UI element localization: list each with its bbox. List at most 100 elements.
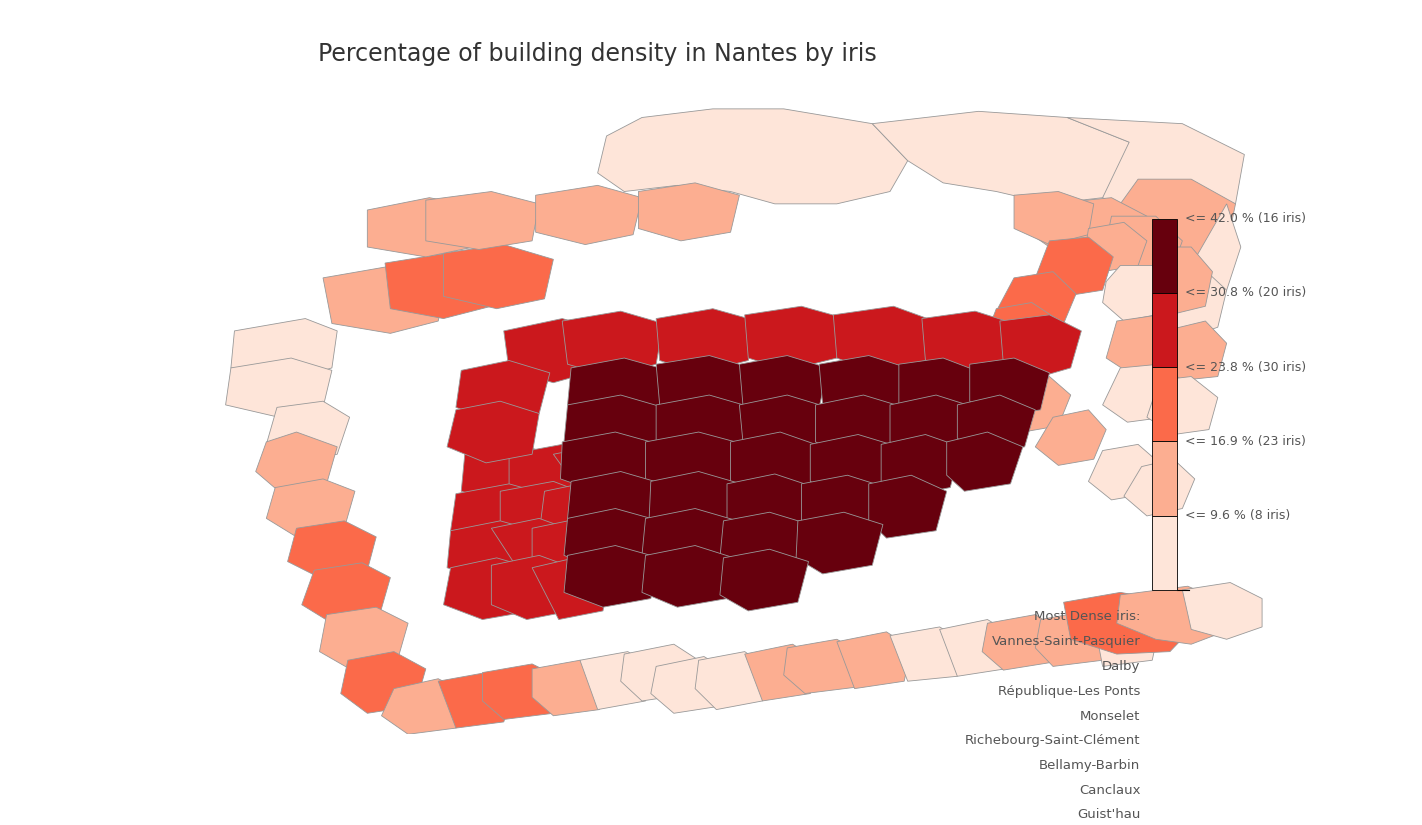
- Polygon shape: [1116, 587, 1230, 644]
- Text: Percentage of building density in Nantes by iris: Percentage of building density in Nantes…: [319, 41, 876, 66]
- Text: Vannes-Saint-Pasquier: Vannes-Saint-Pasquier: [991, 635, 1140, 648]
- Polygon shape: [226, 358, 331, 417]
- Polygon shape: [1106, 315, 1182, 376]
- Polygon shape: [816, 395, 904, 457]
- Polygon shape: [1035, 410, 1106, 465]
- Text: <= 23.8 % (30 iris): <= 23.8 % (30 iris): [1185, 361, 1305, 374]
- Polygon shape: [1035, 237, 1113, 296]
- Polygon shape: [997, 271, 1076, 331]
- Polygon shape: [562, 311, 663, 376]
- Polygon shape: [230, 318, 337, 380]
- Polygon shape: [1159, 321, 1227, 380]
- Polygon shape: [899, 358, 983, 420]
- Polygon shape: [1102, 216, 1182, 271]
- Polygon shape: [501, 481, 593, 545]
- Polygon shape: [444, 558, 539, 620]
- Polygon shape: [287, 521, 377, 578]
- Polygon shape: [1102, 364, 1177, 422]
- Polygon shape: [646, 432, 745, 493]
- Polygon shape: [1085, 223, 1148, 271]
- Polygon shape: [796, 512, 883, 574]
- Polygon shape: [482, 664, 562, 719]
- Text: <= 42.0 % (16 iris): <= 42.0 % (16 iris): [1185, 212, 1305, 225]
- Polygon shape: [1102, 266, 1170, 321]
- Polygon shape: [597, 109, 907, 204]
- Polygon shape: [872, 111, 1138, 204]
- Polygon shape: [1094, 610, 1159, 667]
- Polygon shape: [648, 472, 741, 533]
- Polygon shape: [784, 639, 863, 694]
- Polygon shape: [1182, 582, 1263, 639]
- Polygon shape: [438, 672, 515, 728]
- Polygon shape: [580, 652, 656, 710]
- Text: Guist'hau: Guist'hau: [1076, 808, 1140, 822]
- Polygon shape: [1148, 247, 1213, 315]
- Polygon shape: [656, 356, 752, 417]
- Polygon shape: [567, 358, 668, 420]
- Polygon shape: [739, 395, 828, 457]
- Polygon shape: [565, 508, 660, 570]
- Polygon shape: [266, 401, 350, 463]
- Polygon shape: [447, 401, 539, 463]
- Polygon shape: [1014, 191, 1094, 244]
- Polygon shape: [1148, 204, 1241, 309]
- Polygon shape: [731, 432, 823, 496]
- Polygon shape: [425, 191, 539, 249]
- Polygon shape: [1032, 198, 1148, 259]
- Polygon shape: [266, 479, 356, 537]
- Polygon shape: [651, 657, 731, 714]
- Text: Most Dense iris:: Most Dense iris:: [1034, 610, 1140, 624]
- Polygon shape: [656, 395, 752, 457]
- Polygon shape: [381, 679, 468, 734]
- Polygon shape: [890, 395, 975, 457]
- Polygon shape: [620, 644, 698, 701]
- Text: <= 30.8 % (20 iris): <= 30.8 % (20 iris): [1185, 286, 1305, 299]
- Polygon shape: [720, 549, 809, 610]
- Polygon shape: [532, 518, 620, 582]
- Polygon shape: [1064, 592, 1192, 654]
- Polygon shape: [983, 303, 1064, 364]
- Polygon shape: [1066, 117, 1244, 223]
- Polygon shape: [940, 620, 1014, 676]
- Polygon shape: [536, 186, 641, 244]
- Polygon shape: [385, 253, 501, 318]
- Polygon shape: [727, 474, 816, 537]
- Polygon shape: [882, 435, 961, 496]
- Polygon shape: [447, 521, 545, 582]
- Text: Richebourg-Saint-Clément: Richebourg-Saint-Clément: [966, 734, 1140, 747]
- Polygon shape: [320, 607, 408, 669]
- Text: Bellamy-Barbin: Bellamy-Barbin: [1039, 759, 1140, 772]
- Text: Dalby: Dalby: [1102, 660, 1140, 673]
- Polygon shape: [983, 615, 1058, 670]
- Polygon shape: [811, 435, 899, 496]
- Polygon shape: [656, 309, 757, 373]
- Polygon shape: [565, 395, 663, 457]
- Polygon shape: [492, 518, 580, 582]
- Text: Canclaux: Canclaux: [1079, 784, 1140, 797]
- Polygon shape: [461, 445, 562, 506]
- Polygon shape: [745, 306, 846, 370]
- Polygon shape: [532, 558, 610, 620]
- Polygon shape: [341, 652, 425, 714]
- Polygon shape: [921, 311, 1014, 376]
- Polygon shape: [492, 555, 580, 620]
- Polygon shape: [323, 266, 447, 333]
- Text: <= 16.9 % (23 iris): <= 16.9 % (23 iris): [1185, 435, 1305, 448]
- Polygon shape: [1152, 266, 1227, 340]
- Polygon shape: [451, 483, 553, 545]
- Polygon shape: [997, 376, 1071, 432]
- Polygon shape: [456, 361, 550, 422]
- Polygon shape: [964, 340, 1042, 395]
- Polygon shape: [641, 508, 738, 570]
- Polygon shape: [970, 358, 1049, 417]
- Polygon shape: [947, 432, 1022, 491]
- Text: Monselet: Monselet: [1081, 710, 1140, 723]
- Polygon shape: [560, 432, 660, 493]
- Text: République-Les Ponts: République-Les Ponts: [998, 685, 1140, 698]
- Polygon shape: [1112, 179, 1236, 266]
- Polygon shape: [695, 652, 769, 710]
- Polygon shape: [565, 545, 660, 607]
- Polygon shape: [256, 432, 337, 491]
- Polygon shape: [819, 356, 907, 417]
- Polygon shape: [638, 183, 739, 241]
